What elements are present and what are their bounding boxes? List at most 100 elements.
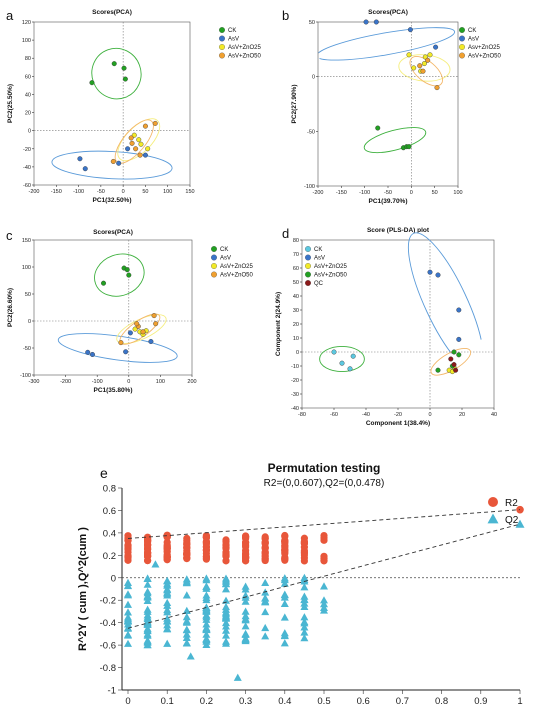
point-asv-zno50 xyxy=(153,321,159,327)
legend-label: AsV xyxy=(314,256,325,262)
y-tick-label: -0.6 xyxy=(100,641,116,652)
x-tick-label: -200 xyxy=(312,190,323,196)
legend-label: AsV+ZnO50 xyxy=(228,54,262,60)
ellipse-ck xyxy=(363,127,427,154)
x-tick-label: -50 xyxy=(384,190,392,196)
x-tick-label: -20 xyxy=(394,412,402,418)
legend-label: Q2 xyxy=(505,515,519,526)
point-r2 xyxy=(281,556,289,564)
y-tick-label: -40 xyxy=(291,406,299,412)
x-tick-label: 0.5 xyxy=(317,696,330,707)
point-qc xyxy=(451,362,457,368)
point-asv xyxy=(456,307,462,313)
legend-label: Asv+ZnO25 xyxy=(468,45,501,51)
y-tick-label: 50 xyxy=(25,292,31,298)
x-axis-label: PC1(35.80%) xyxy=(93,387,132,394)
x-tick-label: 1 xyxy=(517,696,522,707)
y-tick-label: 0.8 xyxy=(103,484,116,495)
chart-title: Scores(PCA) xyxy=(93,229,133,236)
point-q2 xyxy=(222,622,230,630)
point-q2 xyxy=(202,574,211,582)
x-tick-label: 0 xyxy=(410,190,413,196)
chart-title: Permutation testing xyxy=(268,461,381,475)
point-q2 xyxy=(222,614,230,622)
point-asv-zno25 xyxy=(421,61,427,67)
legend-marker xyxy=(211,254,217,261)
y-tick-label: 20 xyxy=(25,111,31,117)
point-q2 xyxy=(241,622,250,630)
x-axis-label: Component 1(38.4%) xyxy=(366,420,430,427)
point-asv-zno50 xyxy=(435,367,441,373)
point-asv xyxy=(77,156,83,162)
point-q2 xyxy=(202,582,211,591)
point-q2 xyxy=(143,613,152,621)
point-q2 xyxy=(222,596,230,604)
point-ck xyxy=(89,80,95,86)
point-q2 xyxy=(182,613,191,621)
point-asv-zno25 xyxy=(427,52,433,58)
y-tick-label: 60 xyxy=(293,266,299,272)
x-tick-label: -100 xyxy=(73,189,84,195)
point-q2 xyxy=(182,575,191,583)
point-r2 xyxy=(144,550,152,558)
chart-title: Scores(PCA) xyxy=(368,9,408,16)
point-r2 xyxy=(320,557,328,565)
point-q2 xyxy=(222,637,230,645)
point-q2 xyxy=(222,626,230,634)
y-tick-label: 100 xyxy=(22,265,31,271)
y-tick-label: 30 xyxy=(293,308,299,314)
y-tick-label: 0.4 xyxy=(103,528,116,539)
point-q2 xyxy=(241,636,250,645)
point-r2 xyxy=(281,541,289,550)
ellipse-asv xyxy=(57,333,178,363)
y-tick-label: -20 xyxy=(291,378,299,384)
point-ck xyxy=(406,144,412,150)
x-tick-label: 100 xyxy=(163,189,172,195)
x-tick-label: 50 xyxy=(142,189,148,195)
point-q2 xyxy=(233,673,242,681)
point-qc xyxy=(453,367,459,373)
x-tick-label: -150 xyxy=(336,190,347,196)
legend-label: AsV xyxy=(220,256,231,262)
legend-marker xyxy=(211,246,217,252)
point-ck xyxy=(331,349,337,355)
x-tick-label: 20 xyxy=(459,412,465,418)
x-tick-label: 0.6 xyxy=(357,696,370,707)
point-r2 xyxy=(202,555,210,563)
point-q2 xyxy=(151,560,160,568)
point-q2 xyxy=(280,574,289,582)
y-tick-label: -60 xyxy=(23,183,31,189)
point-asv-zno50 xyxy=(133,146,139,152)
point-asv-zno50 xyxy=(151,313,157,319)
point-q2 xyxy=(300,595,309,604)
panel-e: e Permutation testing R2=(0,0.607),Q2=(0,0… xyxy=(77,461,525,707)
point-asv xyxy=(116,160,122,166)
ellipse-asv xyxy=(316,27,456,61)
y-tick-label: -20 xyxy=(23,147,31,153)
legend-marker xyxy=(211,263,217,269)
point-q2 xyxy=(182,625,191,633)
point-q2 xyxy=(186,652,195,660)
x-tick-label: 0.3 xyxy=(239,696,252,707)
ellipse-asv-zno50 xyxy=(409,56,444,87)
y-tick-label: -50 xyxy=(23,346,31,352)
x-axis-label: PC1(32.50%) xyxy=(92,197,131,204)
point-q2 xyxy=(222,577,230,585)
point-r2 xyxy=(144,541,152,549)
point-asv-zno50 xyxy=(137,152,143,158)
point-ck xyxy=(126,272,132,278)
ellipse-ck xyxy=(94,253,145,297)
point-asv xyxy=(82,166,88,172)
point-q2 xyxy=(124,639,132,647)
point-r2 xyxy=(144,533,152,541)
y-tick-label: 80 xyxy=(293,238,299,244)
point-q2 xyxy=(300,583,309,591)
point-asv-zno50 xyxy=(425,57,431,63)
y-tick-label: 70 xyxy=(293,252,299,258)
point-q2 xyxy=(163,605,172,614)
point-q2 xyxy=(202,595,211,604)
point-ck xyxy=(375,125,381,131)
point-q2 xyxy=(163,586,172,594)
point-asv xyxy=(148,339,154,345)
